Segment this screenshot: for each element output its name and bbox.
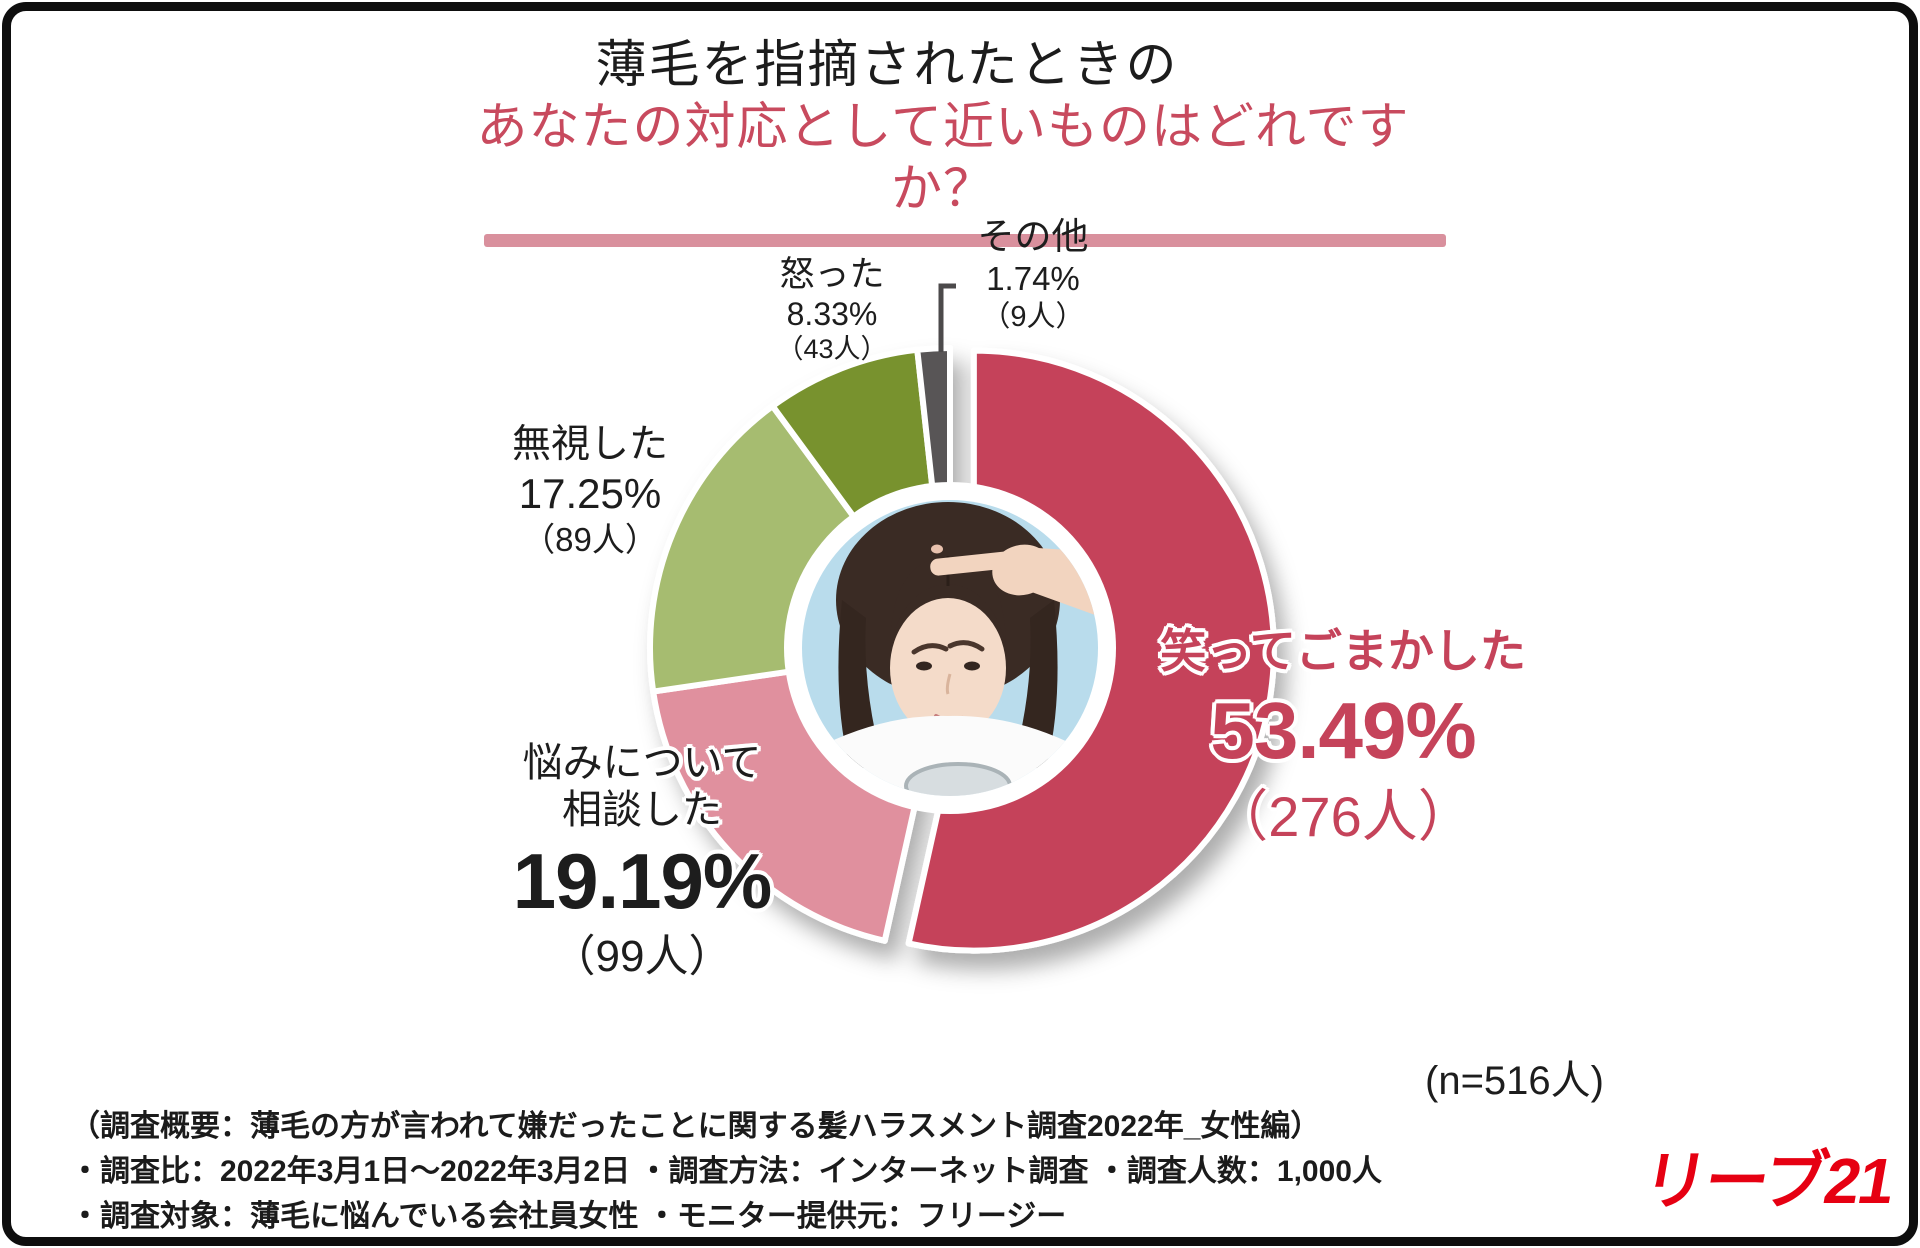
survey-note-line3: ・調査対象：薄毛に悩んでいる会社員女性 ・モニター提供元：フリージー (70, 1200, 1067, 1233)
segment-percent: 1.74% (986, 260, 1080, 297)
mouth (934, 714, 964, 723)
segment-label-line2: 相談した (562, 788, 722, 832)
title-line2: あなたの対応として近いものはどれですか？ (476, 98, 1410, 217)
segment-percent: 8.33% (786, 296, 878, 332)
segment-count: （43人） (776, 334, 888, 364)
woman-hair (836, 502, 1060, 698)
fingernail (931, 544, 943, 554)
donut-ring (784, 482, 1116, 814)
photo-background (802, 500, 1098, 796)
segment-label-line1: 悩みについて (522, 741, 762, 785)
woman-arm (1026, 548, 1098, 616)
callout-consulted: 悩みについて 相談した 19.19% （99人） (452, 740, 832, 986)
woman-shirt (802, 715, 1098, 796)
title-underline (484, 234, 1446, 247)
survey-note-line2: ・調査比：2022年3月1日～2022年3月2日 ・調査方法：インターネット調査… (70, 1155, 1382, 1188)
segment-percent: 53.49% (1210, 686, 1476, 775)
callout-other: その他 1.74% （9人） (928, 214, 1138, 335)
segment-count: （89人） (522, 521, 658, 558)
segment-label: 無視した (511, 423, 668, 466)
eyebrow-right (947, 640, 985, 652)
page-title: 薄毛を指摘されたときの あなたの対応として近いものはどれですか？ (477, 34, 1446, 247)
woman-hand (992, 544, 1052, 596)
survey-note-line1: （調査概要：薄毛の方が言われて嫌だったことに関する髪ハラスメント調査2022年_… (70, 1110, 1321, 1143)
pie-segment-4 (769, 346, 953, 651)
segment-label: 怒った (779, 255, 885, 294)
eyebrow-left (911, 643, 949, 655)
pie-segment-5 (914, 345, 953, 651)
callout-angry: 怒った 8.33% （43人） (722, 254, 942, 366)
segment-label: その他 (977, 216, 1089, 257)
segment-count: （99人） (551, 932, 733, 981)
reve21-logo: リーブ21 (1636, 1145, 1899, 1217)
survey-notes: （調査概要：薄毛の方が言われて嫌だったことに関する髪ハラスメント調査2022年_… (70, 1104, 1382, 1239)
eye-right (964, 661, 980, 671)
title-line1: 薄毛を指摘されたときの (595, 36, 1179, 93)
eye-left (916, 661, 932, 671)
pointing-finger (930, 550, 1022, 576)
segment-count: （9人） (981, 301, 1085, 333)
callout-laughed-it-off: 笑ってごまかした 53.49% （276人） (1108, 622, 1578, 852)
hand-mirror (904, 762, 1012, 796)
nose (945, 673, 952, 695)
woman-face (890, 598, 1006, 738)
callout-ignored: 無視した 17.25% （89人） (468, 420, 712, 561)
segment-percent: 17.25% (518, 470, 662, 517)
segment-percent: 19.19% (512, 837, 773, 925)
segment-label: 笑ってごまかした (1160, 625, 1526, 677)
center-photo (802, 500, 1098, 796)
sample-size-note: (n=516人) (1425, 1059, 1604, 1103)
segment-count: （276人） (1212, 785, 1474, 848)
